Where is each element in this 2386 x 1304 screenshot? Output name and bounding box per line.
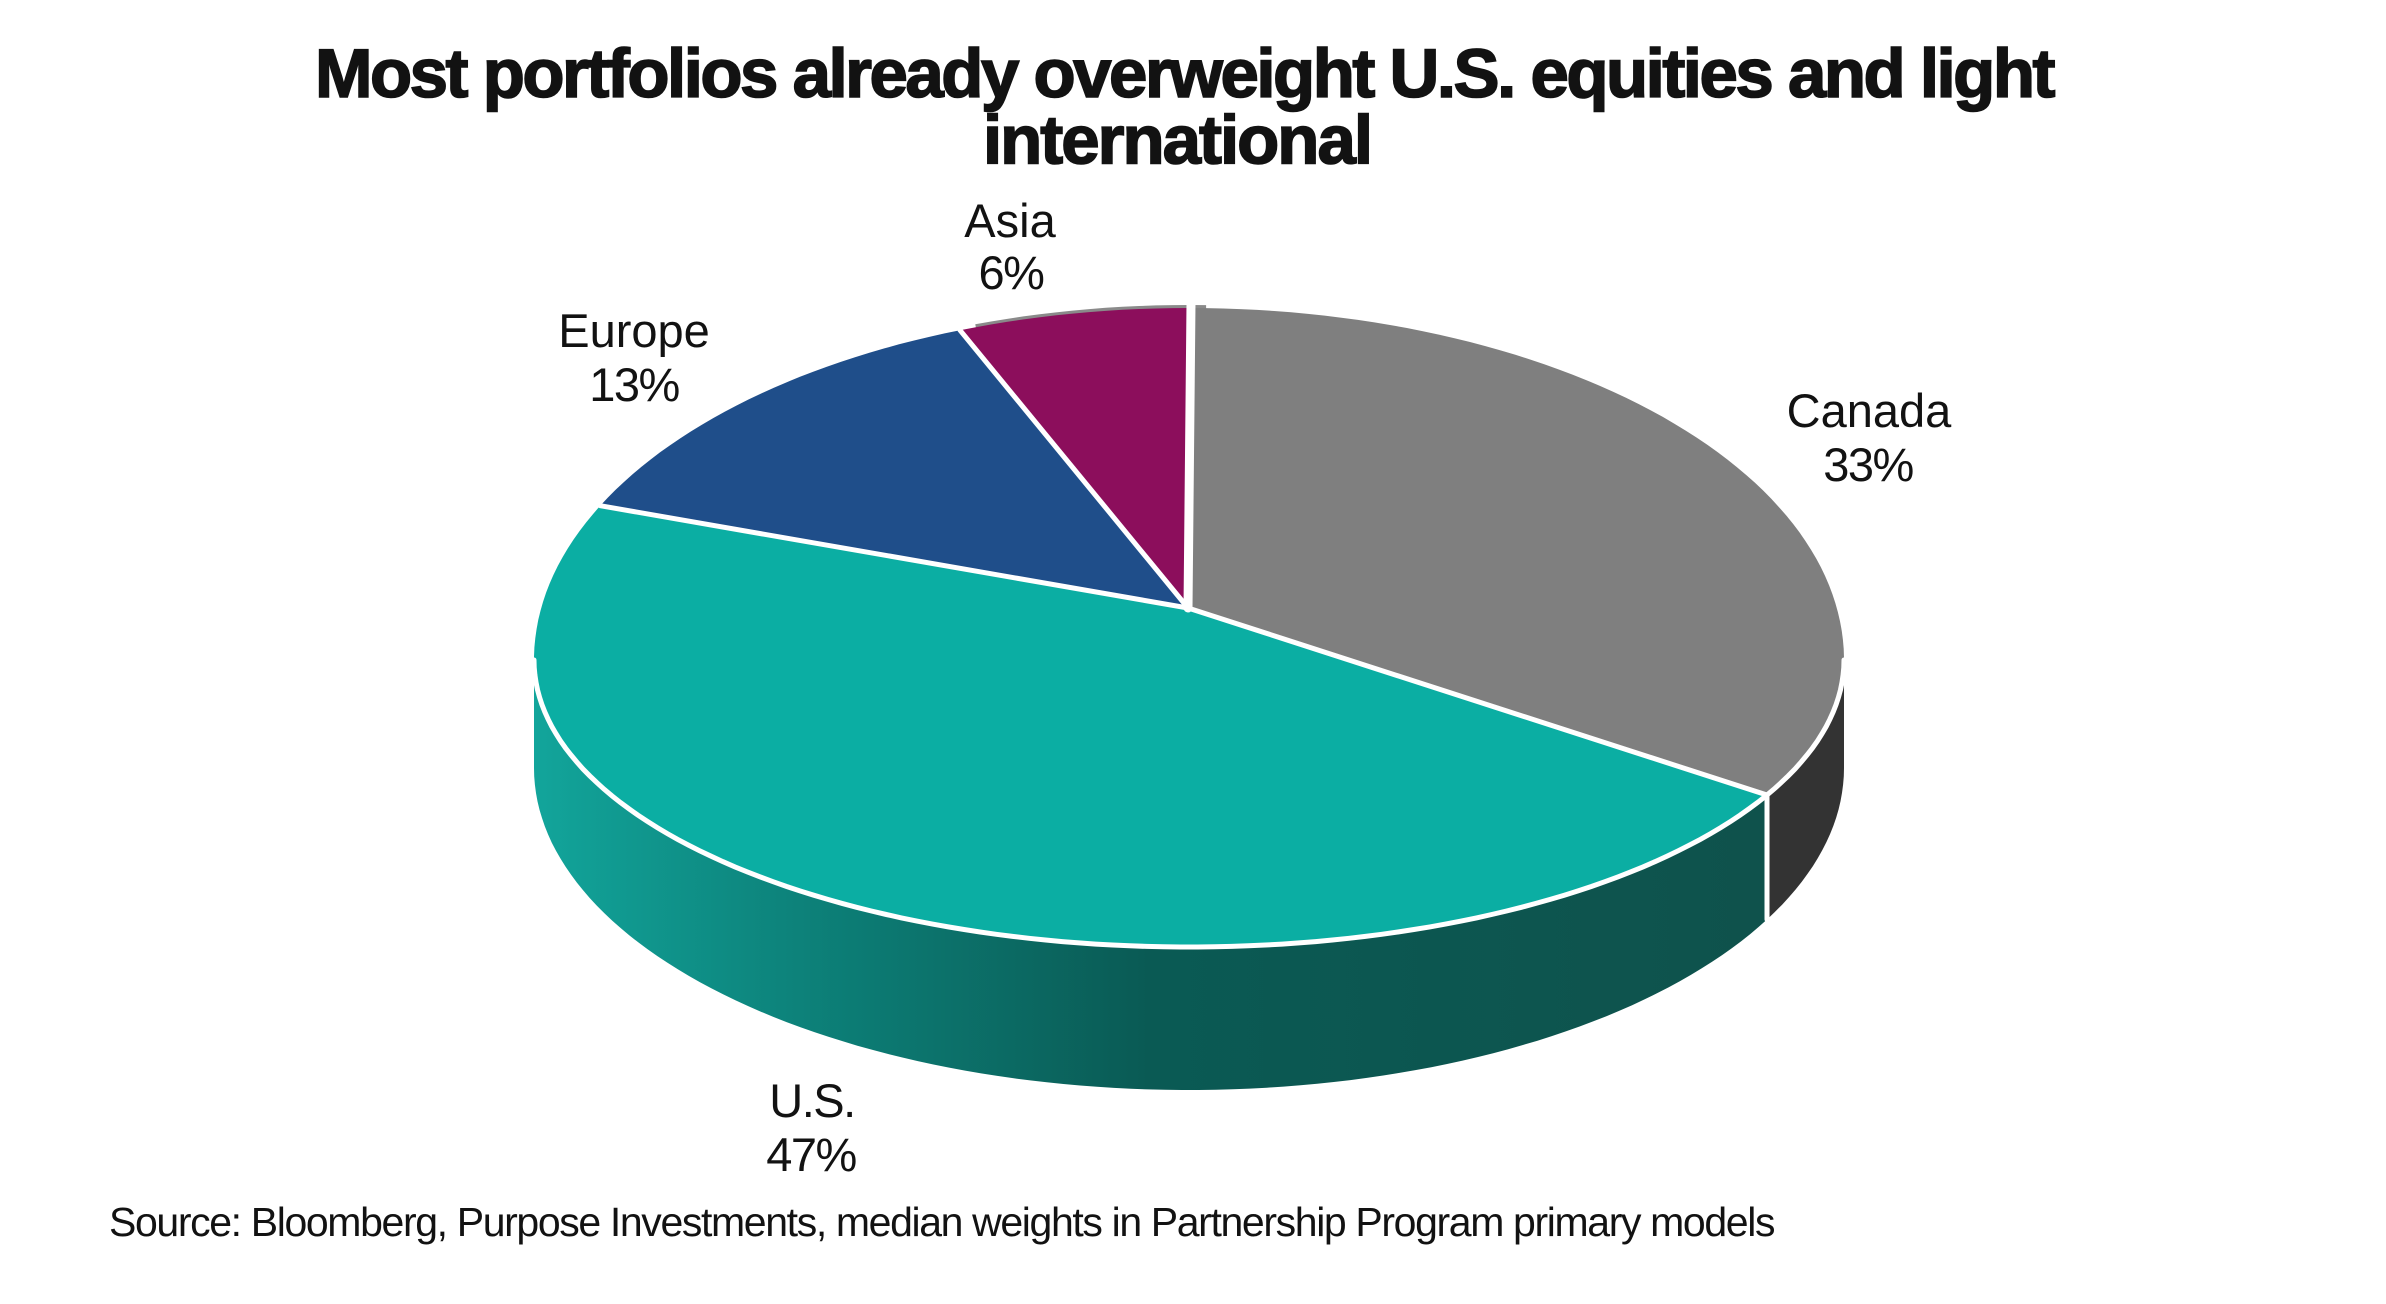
svg-text:Most portfolios already overwe: Most portfolios already overweight U.S. … — [315, 35, 2055, 112]
svg-text:Canada: Canada — [1787, 384, 1952, 437]
svg-text:47%: 47% — [766, 1128, 856, 1181]
svg-text:13%: 13% — [589, 358, 679, 411]
svg-text:Source: Bloomberg, Purpose Inv: Source: Bloomberg, Purpose Investments, … — [109, 1199, 1775, 1245]
svg-text:Europe: Europe — [558, 304, 710, 357]
svg-text:6%: 6% — [979, 246, 1045, 299]
svg-text:Asia: Asia — [964, 194, 1056, 247]
svg-text:33%: 33% — [1823, 438, 1913, 491]
svg-text:international: international — [983, 102, 1371, 179]
svg-text:U.S.: U.S. — [769, 1074, 854, 1127]
